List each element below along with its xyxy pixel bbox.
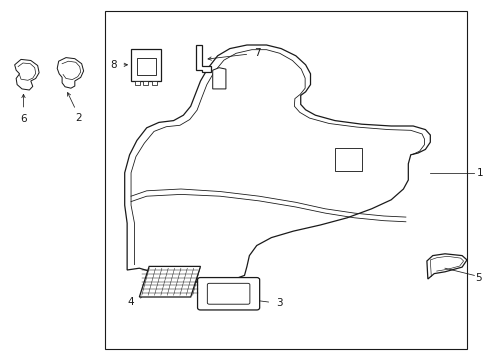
FancyBboxPatch shape xyxy=(207,283,249,304)
Bar xyxy=(143,81,148,85)
Bar xyxy=(334,148,361,171)
Polygon shape xyxy=(124,45,429,283)
Polygon shape xyxy=(426,254,466,279)
Polygon shape xyxy=(212,68,225,89)
FancyBboxPatch shape xyxy=(197,278,259,310)
Bar xyxy=(135,81,140,85)
Bar xyxy=(131,49,161,81)
Text: 7: 7 xyxy=(254,48,261,58)
Bar xyxy=(137,58,155,75)
Polygon shape xyxy=(195,45,211,72)
Bar xyxy=(105,11,466,349)
Text: 2: 2 xyxy=(75,113,81,123)
Polygon shape xyxy=(15,59,39,90)
Polygon shape xyxy=(139,266,200,297)
Text: 8: 8 xyxy=(110,60,117,70)
Polygon shape xyxy=(57,58,83,88)
Text: 6: 6 xyxy=(20,114,27,125)
Text: 5: 5 xyxy=(474,273,481,283)
Text: 1: 1 xyxy=(476,168,483,178)
Bar xyxy=(152,81,157,85)
Text: 3: 3 xyxy=(276,298,283,309)
Text: 4: 4 xyxy=(127,297,134,307)
